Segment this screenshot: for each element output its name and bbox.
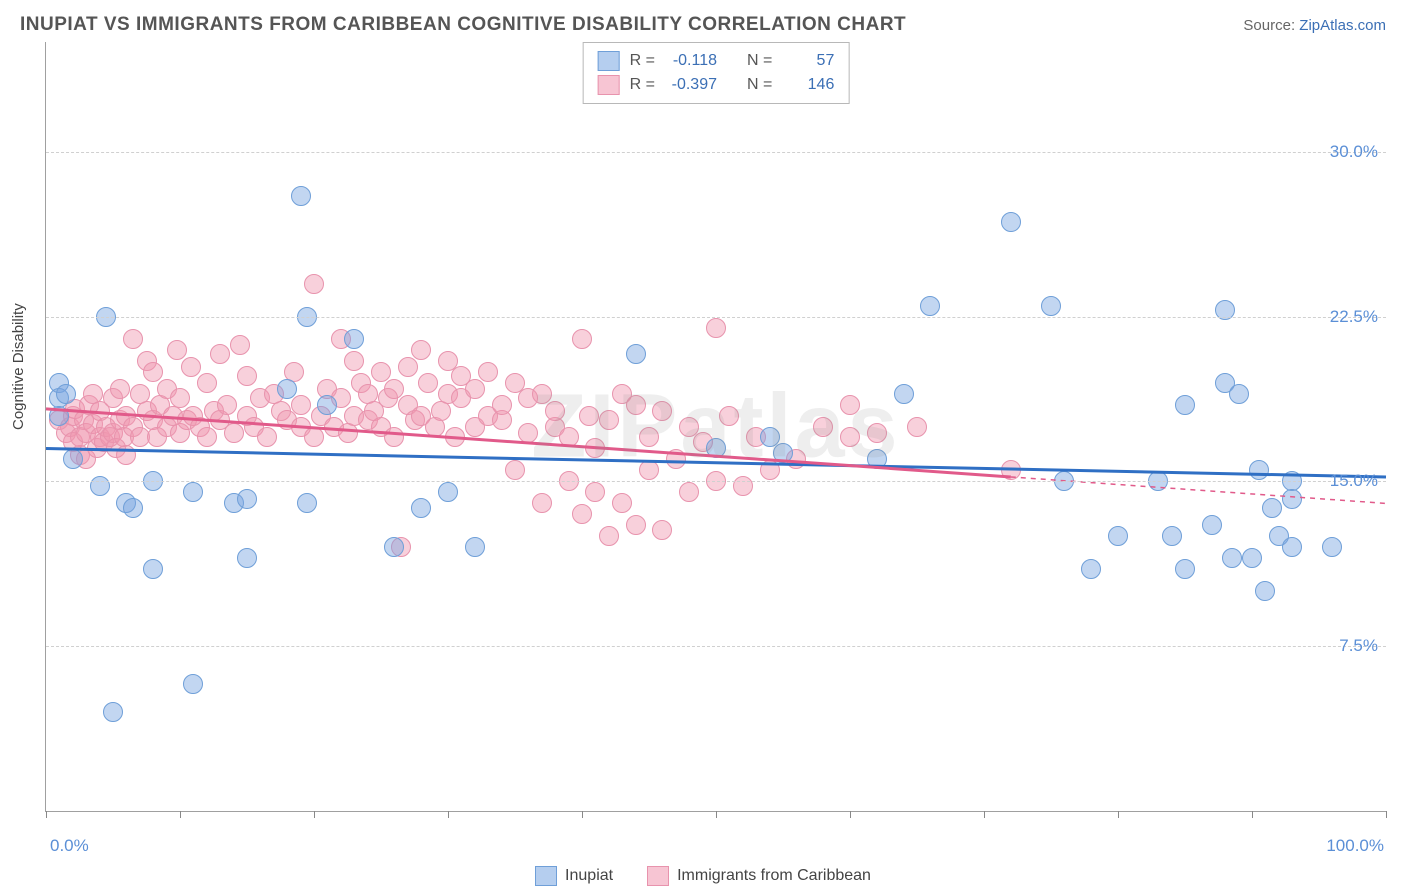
n-label: N = [747, 49, 772, 73]
x-tick [46, 811, 47, 818]
x-tick [314, 811, 315, 818]
r-label: R = [630, 49, 655, 73]
legend-label: Immigrants from Caribbean [677, 867, 871, 885]
grid-line [46, 317, 1386, 318]
x-tick [1252, 811, 1253, 818]
x-tick [850, 811, 851, 818]
scatter-chart: ZIPatlas R = -0.118 N = 57 R = -0.397 N … [45, 42, 1386, 812]
r-value: -0.397 [665, 73, 717, 97]
legend-label: Inupiat [565, 867, 613, 885]
stats-legend: R = -0.118 N = 57 R = -0.397 N = 146 [583, 42, 850, 104]
x-tick [180, 811, 181, 818]
trend-lines-layer [46, 42, 1386, 811]
x-tick [582, 811, 583, 818]
x-tick [984, 811, 985, 818]
y-tick-label: 7.5% [1339, 636, 1378, 656]
series-swatch-icon [598, 51, 620, 71]
grid-line [46, 481, 1386, 482]
chart-header: INUPIAT VS IMMIGRANTS FROM CARIBBEAN COG… [0, 0, 1406, 42]
legend-item: Inupiat [535, 866, 613, 886]
n-value: 146 [782, 73, 834, 97]
source-link[interactable]: ZipAtlas.com [1299, 17, 1386, 34]
source-attribution: Source: ZipAtlas.com [1243, 17, 1386, 34]
series-swatch-icon [598, 75, 620, 95]
grid-line [46, 152, 1386, 153]
x-tick [1386, 811, 1387, 818]
stats-row: R = -0.118 N = 57 [598, 49, 835, 73]
legend-item: Immigrants from Caribbean [647, 866, 871, 886]
x-axis-min-label: 0.0% [50, 836, 89, 856]
y-tick-label: 15.0% [1330, 471, 1378, 491]
x-tick [448, 811, 449, 818]
y-tick-label: 30.0% [1330, 142, 1378, 162]
source-label: Source: [1243, 17, 1299, 34]
trend-line [46, 448, 1386, 477]
n-value: 57 [782, 49, 834, 73]
series-legend: Inupiat Immigrants from Caribbean [0, 866, 1406, 886]
r-value: -0.118 [665, 49, 717, 73]
y-axis-label: Cognitive Disability [10, 303, 27, 430]
stats-row: R = -0.397 N = 146 [598, 73, 835, 97]
trend-line [46, 409, 1011, 477]
r-label: R = [630, 73, 655, 97]
x-tick [1118, 811, 1119, 818]
n-label: N = [747, 73, 772, 97]
chart-title: INUPIAT VS IMMIGRANTS FROM CARIBBEAN COG… [20, 14, 906, 36]
series-swatch-icon [647, 866, 669, 886]
y-tick-label: 22.5% [1330, 307, 1378, 327]
series-swatch-icon [535, 866, 557, 886]
x-tick [716, 811, 717, 818]
grid-line [46, 646, 1386, 647]
x-axis-max-label: 100.0% [1326, 836, 1384, 856]
